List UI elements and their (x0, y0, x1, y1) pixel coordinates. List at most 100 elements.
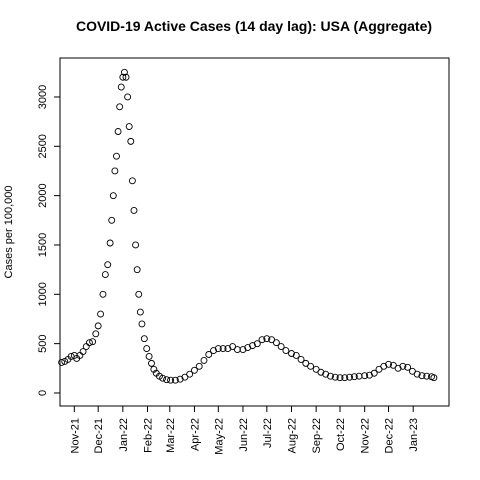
data-point (159, 374, 167, 382)
data-point (272, 339, 280, 347)
data-point (219, 345, 227, 353)
data-point (190, 366, 198, 374)
data-point (430, 374, 438, 382)
y-axis-label: Cases per 100,000 (3, 186, 15, 279)
data-point (214, 345, 222, 353)
data-point (138, 320, 146, 328)
data-point (282, 347, 290, 354)
data-point (399, 362, 407, 370)
data-point (135, 290, 143, 298)
data-point (408, 367, 416, 375)
data-point (92, 330, 100, 338)
data-point (389, 361, 397, 369)
data-point (317, 368, 325, 376)
data-point (263, 335, 271, 343)
y-tick-label: 1000 (37, 282, 49, 306)
data-point (288, 350, 295, 357)
x-tick-label: May-22 (213, 418, 225, 455)
y-tick-label: 0 (37, 390, 49, 396)
data-point (176, 375, 184, 383)
x-tick-label: Aug-22 (286, 418, 298, 453)
x-tick-label: Dec-22 (384, 418, 396, 453)
data-point (423, 372, 431, 380)
data-point (122, 73, 130, 81)
data-point (239, 346, 247, 354)
y-tick-label: 2500 (37, 134, 49, 158)
data-point (253, 340, 261, 348)
data-point (394, 364, 402, 372)
data-point (346, 373, 354, 381)
x-tick-label: Nov-21 (69, 418, 81, 453)
x-tick-label: Mar-22 (165, 418, 177, 453)
data-point (249, 342, 256, 350)
data-point (167, 376, 175, 384)
data-point (119, 73, 127, 81)
x-tick-label: Sep-22 (311, 418, 323, 453)
y-tick-label: 1500 (37, 233, 49, 257)
data-point (114, 128, 122, 135)
x-tick-label: Jan-23 (408, 418, 420, 452)
data-point (109, 192, 117, 200)
data-point (336, 374, 344, 382)
data-point (341, 374, 349, 382)
data-point (322, 370, 330, 378)
data-point (128, 177, 136, 185)
data-point (116, 103, 124, 111)
data-point (229, 343, 237, 351)
data-point (132, 241, 140, 249)
data-point (97, 310, 105, 318)
x-tick-label: Dec-21 (93, 418, 105, 453)
data-point (58, 358, 66, 366)
data-point (101, 271, 109, 279)
data-point (200, 356, 208, 364)
data-point (82, 343, 90, 351)
data-point (312, 365, 320, 373)
data-point (385, 360, 392, 368)
data-point (104, 261, 112, 269)
y-tick-label: 3000 (37, 85, 49, 109)
x-tick-label: Nov-22 (360, 418, 372, 453)
data-point (205, 351, 213, 358)
data-point (380, 362, 388, 370)
data-point (145, 353, 153, 360)
data-point (268, 336, 276, 344)
data-point (143, 345, 151, 353)
data-point (350, 373, 358, 381)
data-point (404, 363, 412, 371)
data-point (370, 369, 378, 377)
data-point (127, 137, 135, 145)
data-point (79, 348, 87, 355)
x-tick-label: Apr-22 (189, 418, 201, 451)
y-tick-label: 500 (37, 334, 49, 352)
data-point (120, 68, 128, 76)
data-point (375, 365, 383, 373)
data-point (150, 365, 158, 373)
data-point (125, 123, 133, 131)
plot-frame (59, 57, 450, 407)
data-point (117, 83, 125, 91)
data-point (233, 346, 241, 354)
data-point (365, 371, 373, 379)
data-point (331, 373, 339, 381)
data-point (418, 372, 426, 380)
data-point (258, 336, 266, 344)
data-point (224, 345, 232, 353)
data-point (277, 343, 285, 351)
data-point (133, 266, 141, 274)
data-point (111, 167, 119, 175)
data-point (186, 370, 194, 378)
x-tick-label: Jul-22 (262, 418, 274, 448)
data-point (108, 216, 116, 224)
data-point (85, 339, 93, 347)
x-tick-label: Oct-22 (335, 418, 347, 451)
x-tick-label: Jun-22 (238, 418, 250, 452)
data-point (113, 152, 120, 160)
data-point (361, 372, 369, 380)
chart-title: COVID-19 Active Cases (14 day lag): USA … (76, 18, 432, 34)
data-point (140, 335, 148, 343)
data-point (307, 362, 315, 370)
data-point (302, 359, 310, 367)
data-point (148, 359, 155, 367)
data-point (181, 373, 189, 381)
